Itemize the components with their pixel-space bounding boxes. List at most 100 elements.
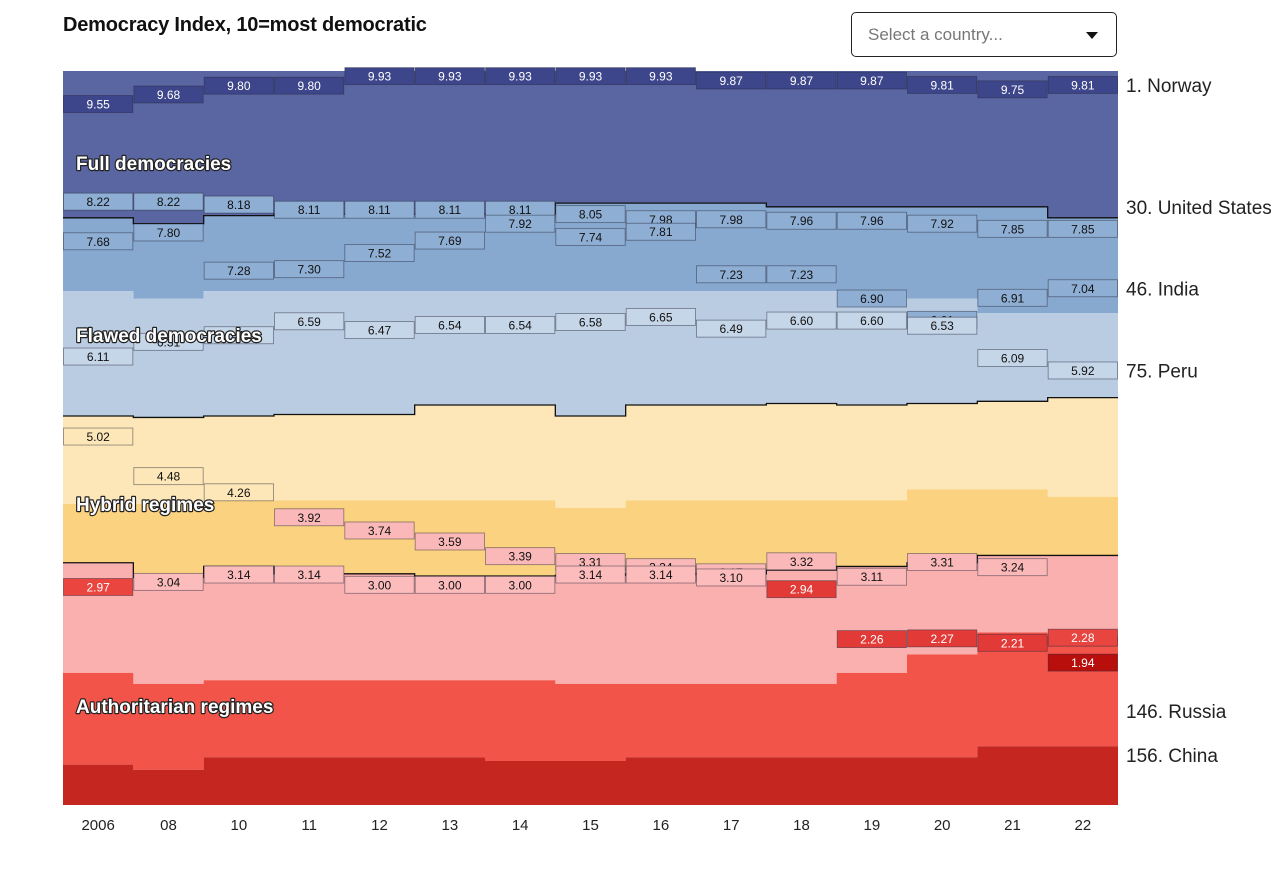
value-label: 3.10 <box>719 571 743 585</box>
value-cell-box <box>414 67 485 86</box>
value-cell-box <box>63 232 134 251</box>
country-label: 46. India <box>1126 279 1199 300</box>
value-label: 3.39 <box>508 550 532 564</box>
value-cell-box <box>1047 628 1118 647</box>
value-cell-box <box>203 483 274 502</box>
country-label: 30. United States <box>1126 198 1272 219</box>
value-cell-box <box>485 67 556 86</box>
value-cell: 2.97 <box>63 578 134 596</box>
value-label: 9.93 <box>649 70 673 84</box>
value-cell-box <box>414 316 485 334</box>
value-cell: 7.74 <box>555 227 626 246</box>
value-label: 8.05 <box>579 208 603 222</box>
chevron-down-icon <box>1086 32 1098 39</box>
value-label: 7.85 <box>1071 222 1095 236</box>
value-cell: 6.53 <box>907 316 978 335</box>
value-label: 3.14 <box>227 568 251 582</box>
value-cell: 9.81 <box>1047 76 1118 94</box>
value-cell-box <box>555 565 626 584</box>
country-labels: 1. Norway 30. United States 46. India 75. P… <box>1126 76 1272 767</box>
value-label: 9.80 <box>227 79 251 93</box>
boundary-line-1 <box>63 396 1118 419</box>
value-cell-box <box>696 319 767 338</box>
band-7 <box>63 746 1118 805</box>
band-2 <box>63 291 1118 418</box>
value-label: 6.60 <box>860 314 884 328</box>
value-cell: 1.94 <box>1047 653 1118 672</box>
value-cell-box <box>274 565 345 584</box>
value-cell-box <box>907 629 978 648</box>
value-cell-box <box>696 210 767 229</box>
band-5 <box>63 555 1118 684</box>
value-label: 3.14 <box>579 568 603 582</box>
value-label: 7.85 <box>1001 222 1025 236</box>
value-label: 7.52 <box>368 247 392 261</box>
value-cell-box <box>414 200 485 219</box>
value-label: 7.98 <box>719 213 743 227</box>
value-label: 9.87 <box>719 74 743 88</box>
value-label: 6.40 <box>227 329 251 343</box>
value-cell: 3.14 <box>203 565 274 584</box>
value-label: 5.92 <box>1071 364 1095 378</box>
value-cell: 2.94 <box>766 580 837 599</box>
value-label: 3.00 <box>438 578 462 592</box>
x-tick-label: 16 <box>652 817 669 834</box>
value-label: 7.04 <box>1071 282 1095 296</box>
value-cell-box <box>133 572 204 591</box>
x-tick-label: 12 <box>371 817 388 834</box>
country-select[interactable]: Select a country... <box>851 12 1117 57</box>
value-cell: 8.11 <box>485 200 556 219</box>
value-label: 9.55 <box>86 98 110 112</box>
value-cell: 6.47 <box>344 321 415 340</box>
value-label: 9.93 <box>508 70 532 84</box>
value-label: 7.96 <box>860 214 884 228</box>
value-label: 4.48 <box>157 470 181 484</box>
value-cell-box <box>63 578 134 596</box>
value-label: 1.94 <box>1071 656 1095 670</box>
value-label: 6.47 <box>368 324 392 338</box>
value-cell: 3.14 <box>625 565 696 584</box>
value-cell: 5.02 <box>63 427 134 446</box>
value-label: 6.65 <box>649 310 673 324</box>
x-tick-label: 18 <box>793 817 810 834</box>
value-cell: 3.04 <box>133 572 204 591</box>
value-label: 4.26 <box>227 486 251 500</box>
value-cell-box <box>133 223 204 242</box>
value-label: 7.68 <box>86 235 110 249</box>
value-cell: 9.93 <box>344 67 415 86</box>
category-labels: Full democracies Flawed democracies Hybrid… <box>75 153 275 720</box>
x-tick-label: 19 <box>863 817 880 834</box>
value-cell: 3.14 <box>555 565 626 584</box>
value-cell: 7.85 <box>977 219 1048 238</box>
value-cell: 8.05 <box>555 205 626 224</box>
value-cell-box <box>1047 361 1118 380</box>
value-label: 3.00 <box>508 578 532 592</box>
value-cell-box <box>696 568 767 587</box>
value-cell-box <box>625 67 696 86</box>
value-cell: 8.22 <box>63 192 134 211</box>
country-highlights: 9.55 9.68 9.80 9.80 9.93 9.93 9.93 9.93 9.93 9.87… <box>63 67 1118 672</box>
x-tick-label: 20 <box>934 817 951 834</box>
value-label: 6.58 <box>579 316 603 330</box>
value-cell: 6.60 <box>766 311 837 330</box>
value-cell-box <box>696 71 767 90</box>
value-cell: 3.92 <box>274 508 345 527</box>
value-cell: 7.81 <box>625 222 696 241</box>
value-label: 8.11 <box>509 203 532 217</box>
value-cell-box <box>344 575 415 594</box>
value-cell-box <box>344 244 415 262</box>
value-cell: 2.27 <box>907 629 978 648</box>
value-cell-box <box>203 195 274 214</box>
value-label: 8.22 <box>86 195 110 209</box>
value-cell-box <box>555 313 626 331</box>
value-label: 8.18 <box>227 198 251 212</box>
value-cell-box <box>977 80 1048 99</box>
x-tick-label: 21 <box>1004 817 1021 834</box>
value-cell: 5.92 <box>1047 361 1118 380</box>
value-cell-box <box>766 265 837 284</box>
value-cell-box <box>766 580 837 599</box>
value-cell: 4.48 <box>133 467 204 486</box>
value-cell: 7.68 <box>63 232 134 251</box>
value-label: 2.27 <box>930 632 954 646</box>
value-label: 6.54 <box>438 318 462 332</box>
